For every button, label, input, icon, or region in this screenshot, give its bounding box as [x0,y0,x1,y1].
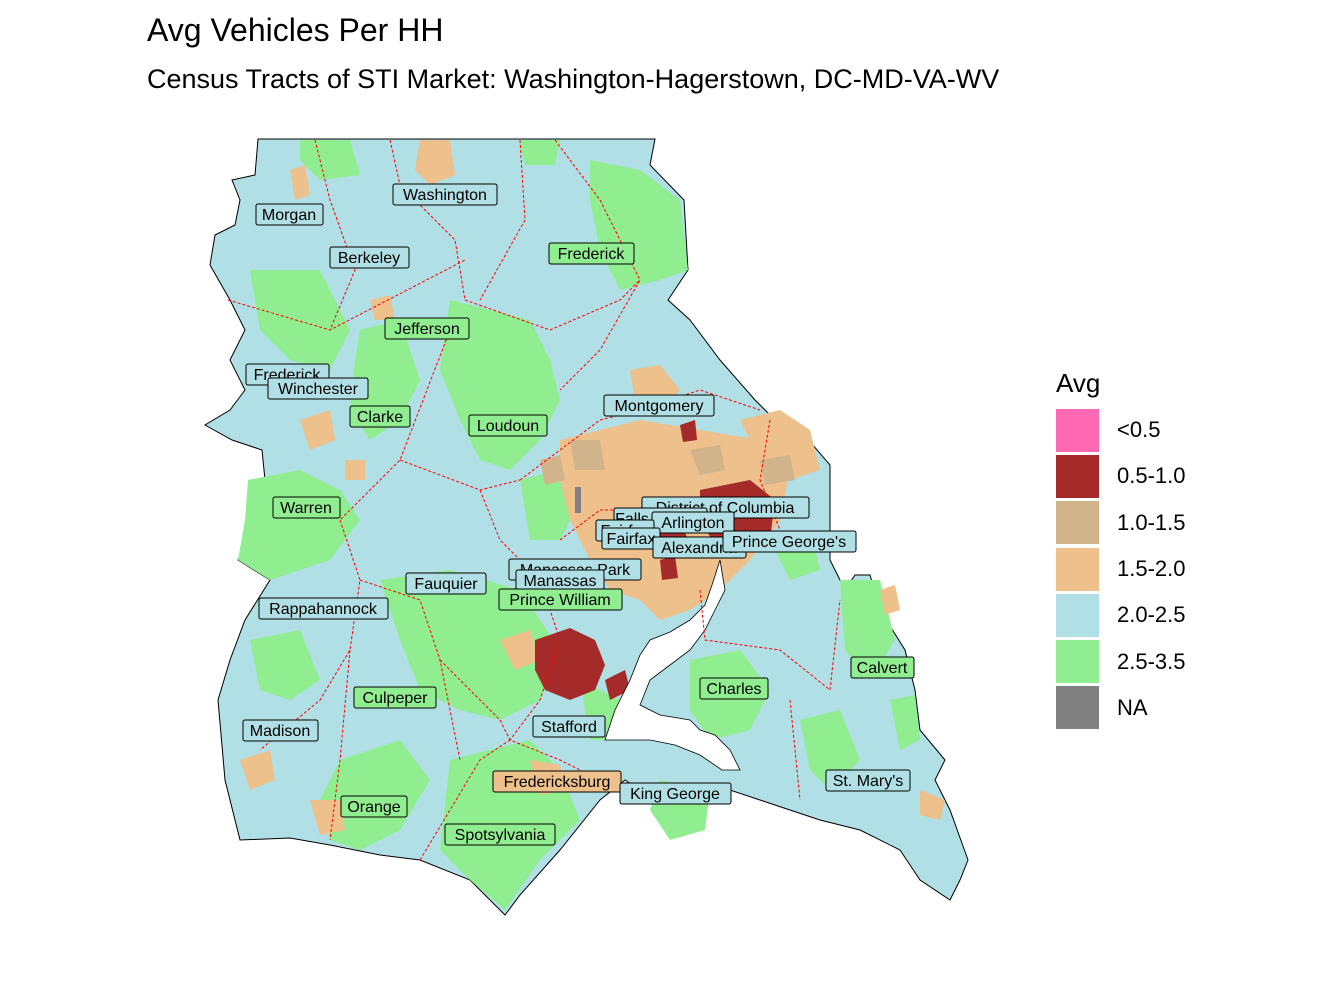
svg-text:Morgan: Morgan [262,207,316,224]
svg-text:Manassas: Manassas [524,573,597,590]
legend-swatch [1056,547,1099,591]
light-brown-areas [540,440,795,485]
svg-text:Loudoun: Loudoun [477,418,539,435]
county-label: Prince William [498,588,623,611]
river [604,559,741,771]
svg-text:Fauquier: Fauquier [414,576,478,593]
legend-item: 0.5-1.0 [1056,453,1186,499]
svg-text:Frederick: Frederick [558,246,626,263]
county-label: Rappahannock [258,597,389,620]
svg-text:Stafford: Stafford [541,719,597,736]
svg-text:Spotsylvania: Spotsylvania [455,827,546,844]
county-label: Montgomery [603,394,715,417]
county-label: Prince George's [722,530,857,553]
legend-item: <0.5 [1056,407,1186,453]
county-label: Fredericksburg [492,770,622,793]
county-label: Warren [272,496,341,519]
legend-label: NA [1117,694,1148,720]
svg-text:Prince William: Prince William [509,592,610,609]
legend-swatch [1056,501,1099,545]
legend-item: 2.5-3.5 [1056,638,1186,684]
legend-swatch [1056,454,1099,498]
svg-text:Winchester: Winchester [278,381,359,398]
legend-label: 0.5-1.0 [1117,463,1186,489]
legend-label: 2.0-2.5 [1117,602,1186,628]
county-label: Stafford [532,715,606,738]
svg-text:Madison: Madison [250,723,310,740]
county-label: Berkeley [329,246,410,269]
county-label: Washington [392,183,498,206]
svg-text:Fredericksburg: Fredericksburg [504,774,611,791]
legend-swatch [1056,640,1099,684]
legend-swatch [1056,408,1099,452]
svg-text:Arlington: Arlington [661,515,724,532]
svg-text:Clarke: Clarke [357,409,403,426]
svg-text:Washington: Washington [403,187,487,204]
svg-text:Orange: Orange [347,799,400,816]
county-label: Frederick [548,242,635,265]
county-label: Manassas [515,569,605,592]
svg-text:Warren: Warren [280,500,332,517]
legend-label: 1.0-1.5 [1117,509,1186,535]
county-label: Loudoun [468,414,548,437]
legend-item: NA [1056,685,1186,731]
legend-swatch [1056,593,1099,637]
map-subtitle: Census Tracts of STI Market: Washington-… [147,64,1000,94]
county-label: Jefferson [384,317,470,340]
legend-item: 1.0-1.5 [1056,500,1186,546]
county-label: Clarke [349,405,411,428]
legend-label: 1.5-2.0 [1117,556,1186,582]
county-label: Arlington [651,511,735,534]
legend-label: <0.5 [1117,417,1161,443]
svg-text:St. Mary's: St. Mary's [833,773,904,790]
county-label: Morgan [255,203,324,226]
legend-swatch [1056,686,1099,730]
county-label: Madison [242,719,319,742]
svg-text:Culpeper: Culpeper [363,690,429,707]
svg-text:Alexandria: Alexandria [661,540,737,557]
county-label: Fairfax [601,527,661,550]
na-area [575,487,581,513]
svg-text:Jefferson: Jefferson [394,321,460,338]
legend-item: 1.5-2.0 [1056,546,1186,592]
county-label: King George [619,782,732,805]
svg-text:Rappahannock: Rappahannock [269,601,378,618]
map-title: Avg Vehicles Per HH [147,12,444,48]
county-label: St. Mary's [825,769,911,792]
county-label: Culpeper [353,686,437,709]
legend-item: 2.0-2.5 [1056,592,1186,638]
svg-text:Calvert: Calvert [857,660,908,677]
legend: Avg <0.5 0.5-1.0 1.0-1.5 1.5-2.0 2.0-2.5… [1056,368,1186,731]
county-label: Calvert [850,656,915,679]
svg-text:King George: King George [630,786,720,803]
svg-text:Prince George's: Prince George's [732,534,846,551]
county-label: Orange [340,795,408,818]
county-label: Winchester [267,377,369,400]
legend-title: Avg [1056,368,1101,398]
svg-text:Charles: Charles [706,681,761,698]
svg-text:Montgomery: Montgomery [615,398,704,415]
county-label: Spotsylvania [444,823,556,846]
county-label: Charles [699,677,769,700]
county-label: Fauquier [405,572,487,595]
legend-label: 2.5-3.5 [1117,648,1186,674]
svg-text:Fairfax: Fairfax [607,531,656,548]
county-labels: Washington Morgan Berkeley Frederick Jef… [242,183,915,846]
svg-text:Berkeley: Berkeley [338,250,400,267]
